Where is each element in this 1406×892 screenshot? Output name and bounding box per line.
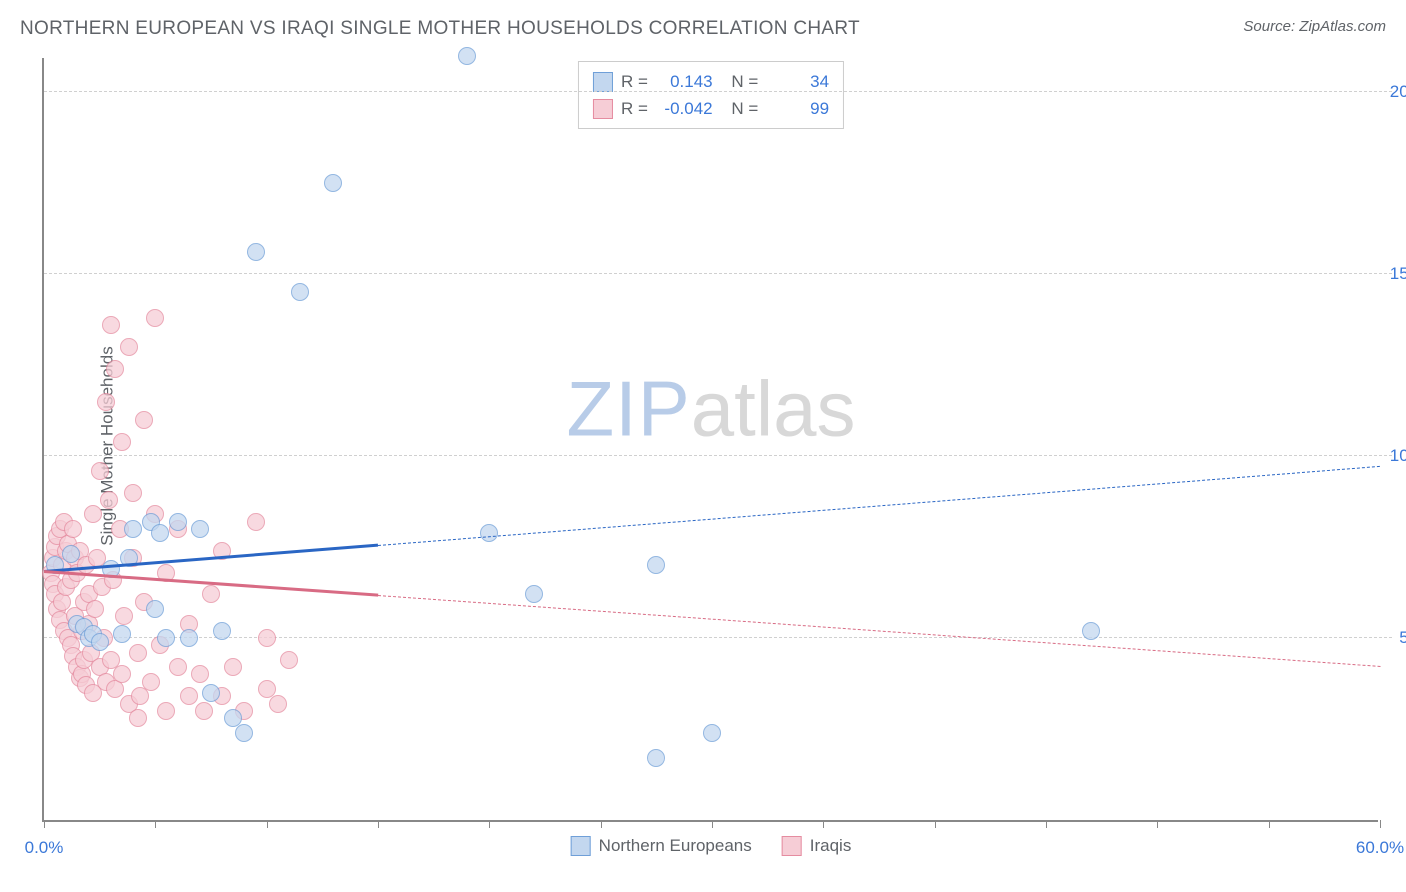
data-point	[180, 687, 198, 705]
data-point	[647, 556, 665, 574]
x-tick	[378, 820, 379, 828]
gridline	[44, 637, 1392, 638]
x-tick	[935, 820, 936, 828]
data-point	[202, 684, 220, 702]
data-point	[213, 622, 231, 640]
trend-line	[378, 595, 1380, 667]
x-tick	[1380, 820, 1381, 828]
data-point	[191, 520, 209, 538]
data-point	[124, 484, 142, 502]
data-point	[113, 625, 131, 643]
legend-label-series-1: Northern Europeans	[599, 836, 752, 856]
data-point	[324, 174, 342, 192]
x-tick	[712, 820, 713, 828]
x-tick	[601, 820, 602, 828]
x-tick	[823, 820, 824, 828]
data-point	[100, 491, 118, 509]
x-tick	[155, 820, 156, 828]
data-point	[195, 702, 213, 720]
data-point	[247, 513, 265, 531]
correlation-legend: R = 0.143 N = 34 R = -0.042 N = 99	[578, 61, 844, 129]
data-point	[106, 360, 124, 378]
watermark-logo: ZIPatlas	[566, 363, 855, 454]
data-point	[247, 243, 265, 261]
data-point	[115, 607, 133, 625]
data-point	[224, 658, 242, 676]
x-tick	[1046, 820, 1047, 828]
data-point	[202, 585, 220, 603]
data-point	[258, 629, 276, 647]
series-legend: Northern Europeans Iraqis	[571, 836, 852, 856]
gridline	[44, 91, 1392, 92]
data-point	[84, 505, 102, 523]
x-tick-label: 60.0%	[1356, 838, 1404, 858]
data-point	[280, 651, 298, 669]
data-point	[291, 283, 309, 301]
x-tick	[1157, 820, 1158, 828]
data-point	[146, 309, 164, 327]
data-point	[703, 724, 721, 742]
data-point	[86, 600, 104, 618]
legend-item-series-2: Iraqis	[782, 836, 852, 856]
legend-row-series-2: R = -0.042 N = 99	[593, 95, 829, 122]
gridline	[44, 273, 1392, 274]
gridline	[44, 455, 1392, 456]
data-point	[91, 462, 109, 480]
data-point	[480, 524, 498, 542]
data-point	[135, 411, 153, 429]
data-point	[129, 709, 147, 727]
x-tick	[1269, 820, 1270, 828]
trend-line	[378, 466, 1380, 546]
swatch-series-2	[593, 99, 613, 119]
data-point	[97, 393, 115, 411]
swatch-series-1	[593, 72, 613, 92]
data-point	[113, 665, 131, 683]
data-point	[191, 665, 209, 683]
data-point	[157, 702, 175, 720]
data-point	[102, 316, 120, 334]
data-point	[235, 724, 253, 742]
chart-title: NORTHERN EUROPEAN VS IRAQI SINGLE MOTHER…	[20, 18, 860, 40]
data-point	[64, 520, 82, 538]
data-point	[146, 600, 164, 618]
data-point	[169, 513, 187, 531]
y-tick-label: 15.0%	[1382, 264, 1406, 284]
data-point	[180, 629, 198, 647]
data-point	[1082, 622, 1100, 640]
y-tick-label: 5.0%	[1382, 628, 1406, 648]
data-point	[142, 673, 160, 691]
source-attribution: Source: ZipAtlas.com	[1243, 18, 1386, 35]
data-point	[269, 695, 287, 713]
data-point	[647, 749, 665, 767]
swatch-series-1-icon	[571, 836, 591, 856]
data-point	[129, 644, 147, 662]
legend-label-series-2: Iraqis	[810, 836, 852, 856]
x-tick	[44, 820, 45, 828]
y-tick-label: 20.0%	[1382, 82, 1406, 102]
data-point	[169, 658, 187, 676]
y-tick-label: 10.0%	[1382, 446, 1406, 466]
data-point	[91, 633, 109, 651]
data-point	[62, 545, 80, 563]
x-tick	[489, 820, 490, 828]
data-point	[157, 629, 175, 647]
x-tick-label: 0.0%	[25, 838, 64, 858]
data-point	[525, 585, 543, 603]
legend-item-series-1: Northern Europeans	[571, 836, 752, 856]
data-point	[131, 687, 149, 705]
scatter-plot-area: ZIPatlas R = 0.143 N = 34 R = -0.042 N =…	[42, 58, 1378, 822]
data-point	[151, 524, 169, 542]
data-point	[120, 338, 138, 356]
swatch-series-2-icon	[782, 836, 802, 856]
x-tick	[267, 820, 268, 828]
data-point	[124, 520, 142, 538]
data-point	[113, 433, 131, 451]
data-point	[458, 47, 476, 65]
